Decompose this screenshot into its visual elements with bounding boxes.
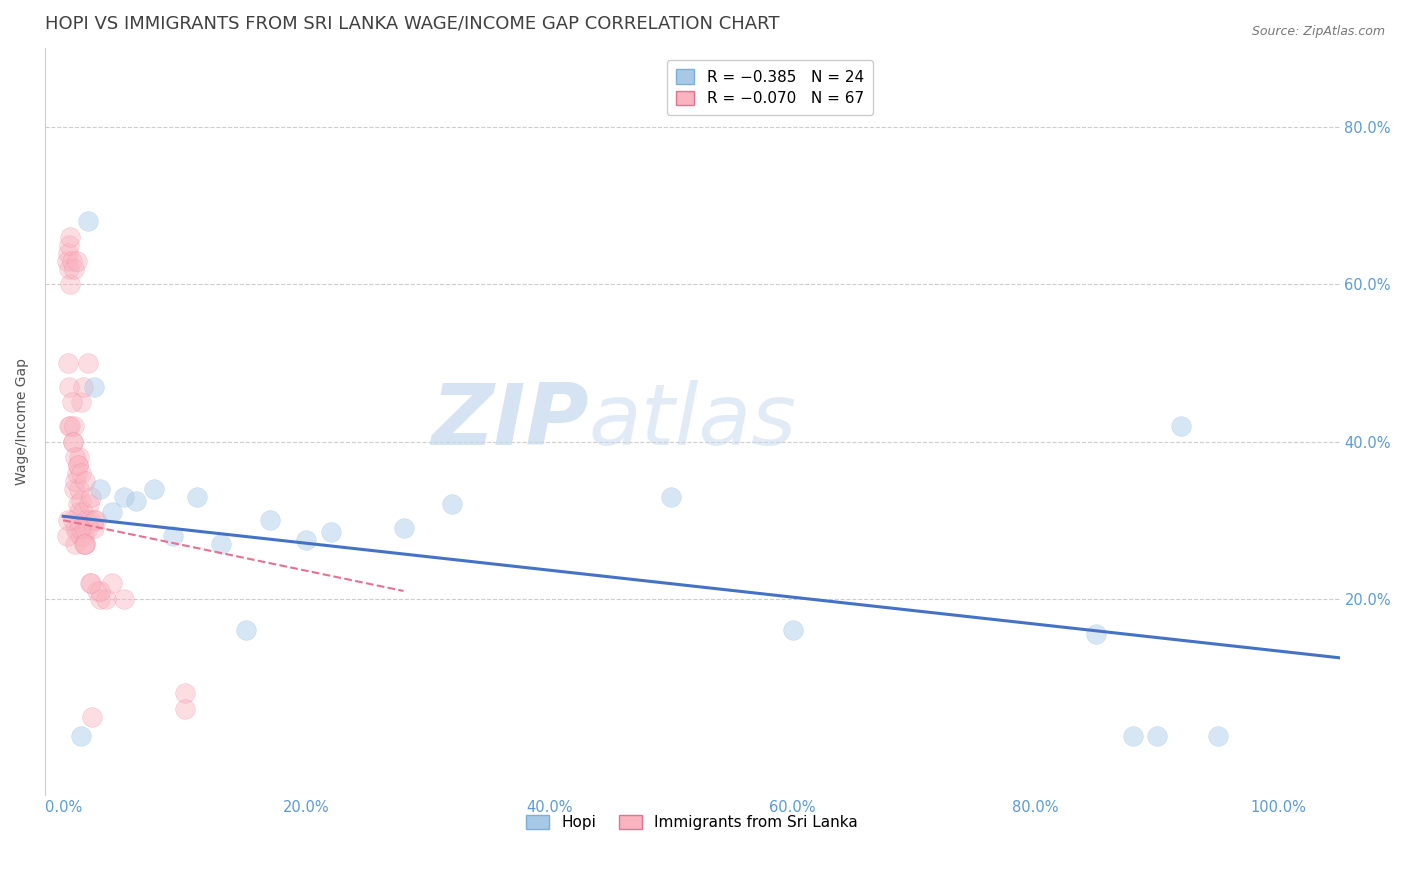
Point — [125, 493, 148, 508]
Point — [59, 277, 82, 292]
Point — [62, 513, 84, 527]
Point — [65, 466, 87, 480]
Point — [1146, 730, 1168, 744]
Point — [70, 466, 93, 480]
Point — [89, 482, 111, 496]
Text: HOPI VS IMMIGRANTS FROM SRI LANKA WAGE/INCOME GAP CORRELATION CHART: HOPI VS IMMIGRANTS FROM SRI LANKA WAGE/I… — [45, 15, 779, 33]
Point — [79, 576, 101, 591]
Point — [59, 230, 82, 244]
Legend: Hopi, Immigrants from Sri Lanka: Hopi, Immigrants from Sri Lanka — [520, 808, 865, 837]
Point — [84, 513, 107, 527]
Point — [1206, 730, 1229, 744]
Point — [56, 245, 79, 260]
Point — [56, 253, 79, 268]
Point — [319, 524, 342, 539]
Point — [86, 584, 108, 599]
Point — [80, 576, 103, 591]
Text: atlas: atlas — [589, 380, 797, 464]
Point — [72, 379, 94, 393]
Point — [67, 450, 90, 465]
Point — [66, 458, 89, 472]
Point — [782, 624, 804, 638]
Point — [69, 521, 91, 535]
Point — [441, 498, 464, 512]
Point — [65, 450, 87, 465]
Text: Source: ZipAtlas.com: Source: ZipAtlas.com — [1251, 25, 1385, 38]
Point — [58, 261, 80, 276]
Point — [235, 624, 257, 638]
Point — [75, 513, 97, 527]
Point — [1170, 418, 1192, 433]
Point — [66, 458, 89, 472]
Point — [83, 513, 105, 527]
Point — [76, 517, 98, 532]
Point — [101, 576, 124, 591]
Point — [82, 710, 104, 724]
Point — [63, 261, 86, 276]
Point — [79, 513, 101, 527]
Point — [62, 434, 84, 449]
Point — [65, 537, 87, 551]
Point — [65, 253, 87, 268]
Point — [173, 702, 195, 716]
Point — [70, 529, 93, 543]
Point — [1122, 730, 1144, 744]
Point — [58, 418, 80, 433]
Point — [89, 591, 111, 606]
Point — [186, 490, 208, 504]
Point — [83, 521, 105, 535]
Text: ZIP: ZIP — [432, 380, 589, 464]
Point — [83, 379, 105, 393]
Point — [162, 529, 184, 543]
Point — [70, 493, 93, 508]
Point — [65, 524, 87, 539]
Point — [112, 490, 135, 504]
Point — [259, 513, 281, 527]
Point — [80, 490, 103, 504]
Point — [56, 356, 79, 370]
Point — [69, 517, 91, 532]
Point — [63, 418, 86, 433]
Point — [75, 474, 97, 488]
Point — [60, 395, 83, 409]
Point — [58, 379, 80, 393]
Point — [143, 482, 166, 496]
Point — [659, 490, 682, 504]
Point — [72, 505, 94, 519]
Point — [70, 730, 93, 744]
Point — [73, 537, 96, 551]
Point — [89, 584, 111, 599]
Point — [62, 434, 84, 449]
Point — [75, 537, 97, 551]
Point — [63, 482, 86, 496]
Point — [1085, 627, 1108, 641]
Point — [56, 529, 79, 543]
Point — [295, 533, 318, 547]
Point — [66, 498, 89, 512]
Point — [67, 505, 90, 519]
Point — [392, 521, 415, 535]
Point — [209, 537, 232, 551]
Point — [65, 521, 87, 535]
Point — [77, 498, 100, 512]
Point — [73, 529, 96, 543]
Point — [75, 537, 97, 551]
Point — [70, 395, 93, 409]
Point — [94, 591, 117, 606]
Point — [58, 238, 80, 252]
Point — [101, 505, 124, 519]
Point — [59, 418, 82, 433]
Point — [65, 474, 87, 488]
Point — [112, 591, 135, 606]
Point — [76, 214, 98, 228]
Point — [60, 253, 83, 268]
Point — [67, 482, 90, 496]
Point — [76, 521, 98, 535]
Point — [76, 356, 98, 370]
Point — [56, 513, 79, 527]
Point — [173, 686, 195, 700]
Y-axis label: Wage/Income Gap: Wage/Income Gap — [15, 359, 30, 485]
